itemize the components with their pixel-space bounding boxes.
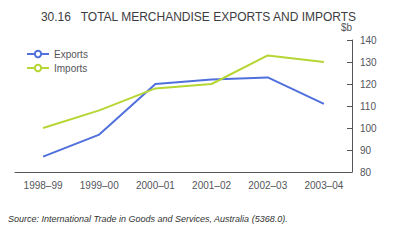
svg-text:2000–01: 2000–01 [136,180,175,191]
svg-text:100: 100 [360,123,377,134]
svg-text:90: 90 [360,145,372,156]
svg-text:$b: $b [340,21,352,33]
svg-text:30.16 TOTAL MERCHANDISE EXPO: 30.16 TOTAL MERCHANDISE EXPORTS AND IMPO… [41,10,356,24]
svg-text:1998–99: 1998–99 [24,180,63,191]
svg-text:2003–04: 2003–04 [304,180,343,191]
svg-text:1999–00: 1999–00 [80,180,119,191]
svg-text:2002–03: 2002–03 [248,180,287,191]
svg-text:2001–02: 2001–02 [192,180,231,191]
svg-text:Source: International Trade in: Source: International Trade in Goods and… [8,214,288,224]
svg-text:80: 80 [360,167,372,178]
svg-text:Imports: Imports [54,63,87,74]
svg-text:140: 140 [360,35,377,46]
svg-text:120: 120 [360,79,377,90]
svg-text:Exports: Exports [54,49,88,60]
svg-text:130: 130 [360,57,377,68]
svg-text:110: 110 [360,101,376,112]
